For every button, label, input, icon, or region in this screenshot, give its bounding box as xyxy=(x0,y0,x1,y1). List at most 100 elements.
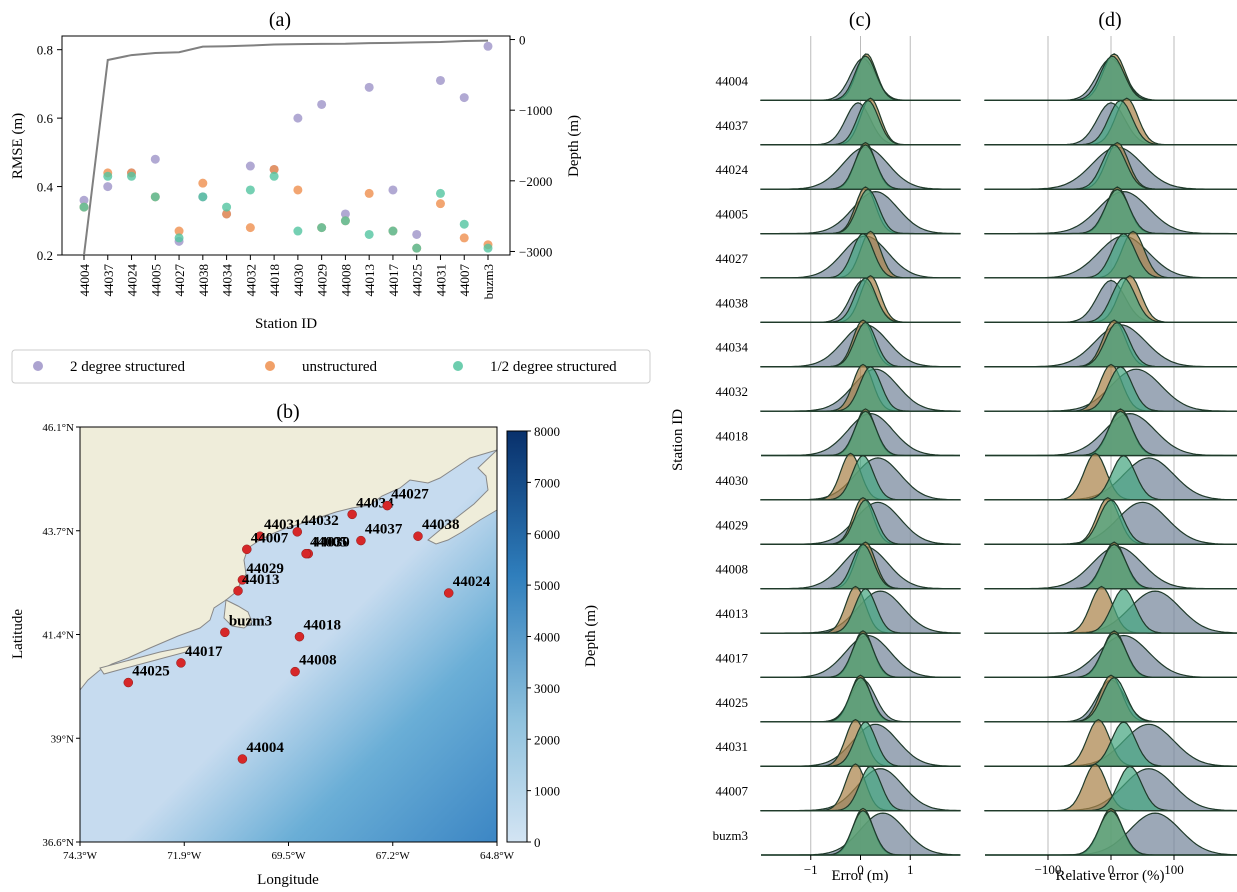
panel-c-title: (c) xyxy=(849,9,871,31)
lat-tick-label: 46.1°N xyxy=(42,422,74,434)
colorbar-tick-label: 0 xyxy=(534,835,541,850)
row-label: 44005 xyxy=(716,207,749,222)
rmse-point xyxy=(460,233,469,242)
y-tick-label: 0.8 xyxy=(37,43,53,58)
x-tick-label: 44017 xyxy=(386,264,401,297)
rmse-point xyxy=(436,199,445,208)
panel-c: (c) 440044403744024440054402744038440344… xyxy=(670,9,960,884)
lon-tick-label: 71.9°W xyxy=(167,850,202,862)
legend-marker-2deg xyxy=(33,361,43,371)
x-tick-label: 44031 xyxy=(433,264,448,297)
ridge-density xyxy=(761,234,960,278)
rmse-point xyxy=(412,244,421,253)
panel-a-points xyxy=(80,42,493,253)
x-tick-label: 44030 xyxy=(291,264,306,297)
x-tick-label: 44024 xyxy=(125,264,140,297)
x-tick-label: −1 xyxy=(804,862,818,877)
x-tick-label: 44037 xyxy=(101,264,116,297)
panel-a-y2label: Depth (m) xyxy=(566,115,582,177)
x-tick-label: 44034 xyxy=(220,264,235,297)
rmse-point xyxy=(317,100,326,109)
depth-line xyxy=(84,41,488,255)
panel-b: (b) 74.3°W 71.9°W 69.5°W 67.2°W 64.8°W 46.1°N… xyxy=(10,401,599,888)
station-label: 44027 xyxy=(391,487,429,503)
ridge-density xyxy=(761,456,960,500)
panel-d: (d) −100 0 100 Relative error (%) xyxy=(985,9,1237,884)
row-label: 44031 xyxy=(716,739,749,754)
panel-c-ridges xyxy=(761,54,960,855)
rmse-point xyxy=(293,227,302,236)
ridge-density xyxy=(761,811,960,855)
station-label: 44017 xyxy=(185,644,223,660)
rmse-point xyxy=(293,114,302,123)
rmse-point xyxy=(341,216,350,225)
row-label: 44008 xyxy=(716,562,749,577)
station-label: buzm3 xyxy=(229,613,272,629)
station-label: 44032 xyxy=(301,513,339,529)
panel-b-xlabel: Longitude xyxy=(257,872,319,888)
x-tick-label: 1 xyxy=(907,862,914,877)
panel-a-x-ticks: 44004 44037 44024 44005 44027 44038 44034 44032… xyxy=(77,255,496,299)
y-tick-label: 0.4 xyxy=(37,180,54,195)
row-label: buzm3 xyxy=(713,828,748,843)
panel-c-row-labels: 44004 44037 44024 44005 44027 44038 44034 44032… xyxy=(713,73,749,843)
rmse-point xyxy=(484,42,493,51)
colorbar-tick-label: 4000 xyxy=(534,630,560,645)
x-tick-label: 44025 xyxy=(410,264,425,297)
rmse-point xyxy=(151,192,160,201)
y2-tick-label: −2000 xyxy=(519,174,552,189)
rmse-point xyxy=(460,93,469,102)
legend-label-2deg: 2 degree structured xyxy=(70,359,185,375)
rmse-point xyxy=(246,223,255,232)
panel-d-title: (d) xyxy=(1098,9,1121,31)
ridge-density xyxy=(761,589,960,633)
panel-d-xlabel: Relative error (%) xyxy=(1055,868,1164,884)
panel-a: (a) 0.20.40.60.8 0−1000−2000−3000 44004 4… xyxy=(10,9,582,332)
ridge-density xyxy=(761,56,960,100)
rmse-point xyxy=(293,185,302,194)
station-label: 44024 xyxy=(453,574,491,590)
lon-tick-label: 64.8°W xyxy=(480,850,515,862)
ridge-density xyxy=(761,411,960,455)
colorbar-tick-label: 1000 xyxy=(534,784,560,799)
panel-c-xlabel: Error (m) xyxy=(831,868,888,884)
legend-label-halfdeg: 1/2 degree structured xyxy=(490,359,617,375)
rmse-point xyxy=(436,76,445,85)
rmse-point xyxy=(317,223,326,232)
rmse-point xyxy=(80,203,89,212)
rmse-point xyxy=(198,179,207,188)
ridge-density xyxy=(985,56,1237,100)
panel-b-ylabel: Latitude xyxy=(10,609,26,659)
ridge-density xyxy=(985,678,1237,722)
row-label: 44037 xyxy=(716,118,749,133)
row-label: 44032 xyxy=(716,384,749,399)
lon-tick-label: 74.3°W xyxy=(63,850,98,862)
x-tick-label: 44005 xyxy=(148,264,163,297)
rmse-point xyxy=(198,192,207,201)
rmse-point xyxy=(365,83,374,92)
x-tick-label: 44032 xyxy=(243,264,258,297)
ridge-density xyxy=(985,633,1237,677)
ridge-density xyxy=(761,500,960,544)
ridge-density xyxy=(985,322,1237,366)
ridge-density xyxy=(985,544,1237,588)
rmse-point xyxy=(388,227,397,236)
rmse-point xyxy=(222,203,231,212)
lat-tick-label: 43.7°N xyxy=(42,526,74,538)
y2-tick-label: −3000 xyxy=(519,244,552,259)
x-tick-label: 44027 xyxy=(172,264,187,297)
rmse-point xyxy=(103,172,112,181)
station-label: 44018 xyxy=(303,618,341,634)
row-label: 44038 xyxy=(716,295,749,310)
legend-label-unstructured: unstructured xyxy=(302,359,377,375)
lon-tick-label: 69.5°W xyxy=(271,850,306,862)
lon-tick-label: 67.2°W xyxy=(376,850,411,862)
y-tick-label: 0.6 xyxy=(37,111,54,126)
station-label: 44037 xyxy=(365,522,403,538)
lat-tick-label: 39°N xyxy=(51,733,74,745)
x-tick-label: 100 xyxy=(1164,862,1184,877)
legend-marker-unstructured xyxy=(265,361,275,371)
x-tick-label: 44018 xyxy=(267,264,282,297)
ridge-density xyxy=(761,633,960,677)
rmse-point xyxy=(365,189,374,198)
